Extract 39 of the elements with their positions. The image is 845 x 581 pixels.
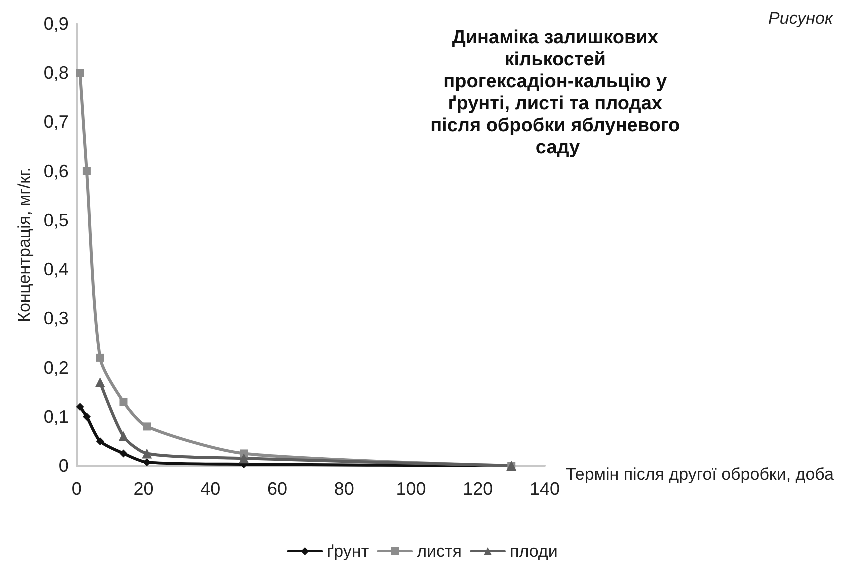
point: [239, 454, 250, 464]
x-axis-title: Термін після другої обробки, доба: [566, 465, 835, 484]
y-tick-label: 0,1: [44, 406, 69, 427]
text: Динаміка залишкових кількостей прогексадіон-кальцію у ґрунті, листі та плодах після обробки яблуневого саду: [430, 28, 686, 158]
y-tick-label: 0,4: [44, 260, 69, 280]
x-tick-label: 40: [200, 479, 221, 499]
y-tick-label: 0,8: [44, 63, 69, 84]
point: [120, 398, 128, 406]
legend-label: листя: [417, 542, 462, 561]
x-tick-label: 100: [396, 479, 426, 499]
y-tick-label: 0,6: [44, 161, 69, 182]
point: [143, 422, 152, 431]
point: [95, 378, 106, 388]
point: [96, 437, 104, 446]
point: [82, 167, 91, 176]
point: [142, 448, 152, 459]
y-tick-label: 0,3: [44, 308, 69, 329]
x-tick-label: 140: [530, 479, 560, 499]
legend-label: плоди: [510, 542, 558, 561]
point: [118, 432, 129, 442]
point: [82, 412, 91, 421]
x-tick-label: 20: [134, 479, 154, 499]
y-tick-label: 0,7: [44, 112, 69, 132]
x-tick-label: 60: [268, 479, 288, 499]
text: Рисунок: [768, 9, 834, 28]
legend-label: ґрунт: [327, 542, 370, 561]
x-tick-label: 120: [463, 479, 494, 499]
point: [96, 354, 104, 362]
point: [76, 403, 84, 412]
y-tick-label: 0,5: [44, 210, 69, 230]
y-axis-title: Концентрація, мг/кг.: [15, 168, 34, 322]
y-tick-label: 0,2: [44, 358, 69, 378]
point: [120, 450, 128, 458]
x-tick-label: 0: [72, 479, 82, 499]
y-tick-label: 0,9: [44, 14, 69, 34]
x-tick-label: 80: [334, 479, 354, 499]
y-tick-label: 0: [58, 456, 69, 476]
point: [76, 69, 84, 78]
point: [143, 458, 152, 467]
